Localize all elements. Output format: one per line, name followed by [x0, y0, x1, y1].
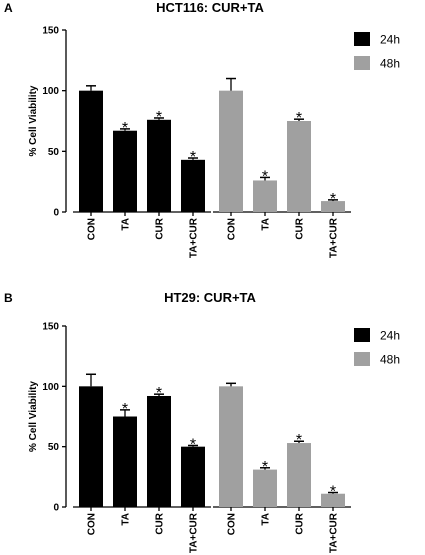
legend-swatch-48h — [354, 352, 370, 366]
x-tick-label: TA+CUR — [189, 512, 200, 553]
x-tick-label: TA — [121, 513, 132, 526]
y-tick-label: 150 — [42, 26, 59, 37]
bar-48h-cur — [287, 121, 311, 212]
significance-marker: * — [122, 401, 128, 418]
legend-label-24h: 24h — [380, 329, 400, 343]
legend-swatch-24h — [354, 32, 370, 46]
bar-24h-ta — [113, 416, 137, 507]
bar-24h-cur — [147, 395, 171, 507]
significance-marker: * — [122, 120, 128, 137]
x-tick-label: TA — [261, 218, 272, 231]
significance-marker: * — [190, 149, 196, 166]
x-tick-label: TA+CUR — [329, 512, 340, 553]
y-tick-label: 0 — [53, 208, 59, 219]
significance-marker: * — [262, 168, 268, 185]
y-tick-label: 0 — [53, 503, 59, 514]
bar-48h-con — [219, 90, 243, 212]
y-axis-label: % Cell Viability — [28, 85, 39, 156]
bar-48h-con — [219, 386, 243, 507]
significance-marker: * — [296, 110, 302, 127]
x-tick-label: CUR — [295, 512, 306, 534]
legend-label-48h: 48h — [380, 353, 400, 367]
chart-panel-A: A HCT116: CUR+TA 0 50 100 150 % Cell Viability… — [4, 0, 400, 258]
x-tick-label: CUR — [155, 217, 166, 239]
significance-marker: * — [156, 385, 162, 402]
panel-letter: B — [4, 291, 13, 305]
chart-panel-B: B HT29: CUR+TA 0 50 100 150 % Cell Viability CO… — [4, 290, 400, 553]
bar-48h-cur — [287, 443, 311, 507]
y-tick-label: 150 — [42, 322, 59, 333]
x-tick-label: TA — [261, 513, 272, 526]
chart-title: HCT116: CUR+TA — [156, 0, 264, 15]
x-tick-label: CUR — [295, 217, 306, 239]
x-tick-label: CON — [87, 513, 98, 535]
y-tick-label: 50 — [48, 147, 60, 158]
bar-24h-ta-cur — [181, 159, 205, 212]
x-tick-label: CON — [87, 218, 98, 240]
chart-title: HT29: CUR+TA — [164, 290, 256, 305]
bar-48h-ta — [253, 180, 277, 212]
bar-48h-ta-cur — [321, 493, 345, 507]
legend-label-24h: 24h — [380, 33, 400, 47]
y-tick-label: 50 — [48, 442, 60, 453]
x-tick-label: TA — [121, 218, 132, 231]
significance-marker: * — [330, 191, 336, 208]
y-tick-label: 100 — [42, 86, 59, 97]
x-tick-label: CON — [227, 218, 238, 240]
bar-24h-con — [79, 386, 103, 507]
bar-24h-ta — [113, 130, 137, 212]
significance-marker: * — [156, 109, 162, 126]
significance-marker: * — [330, 484, 336, 501]
x-tick-label: CUR — [155, 512, 166, 534]
bar-48h-ta — [253, 469, 277, 507]
x-tick-label: CON — [227, 513, 238, 535]
panel-letter: A — [4, 1, 13, 15]
bar-24h-con — [79, 90, 103, 212]
bar-24h-ta-cur — [181, 446, 205, 507]
significance-marker: * — [262, 459, 268, 476]
legend-label-48h: 48h — [380, 57, 400, 71]
legend-swatch-24h — [354, 328, 370, 342]
x-tick-label: TA+CUR — [189, 217, 200, 258]
bar-48h-ta-cur — [321, 201, 345, 212]
legend-swatch-48h — [354, 56, 370, 70]
bar-24h-cur — [147, 119, 171, 212]
significance-marker: * — [296, 432, 302, 449]
y-tick-label: 100 — [42, 382, 59, 393]
y-axis-label: % Cell Viability — [28, 381, 39, 452]
x-tick-label: TA+CUR — [329, 217, 340, 258]
significance-marker: * — [190, 436, 196, 453]
